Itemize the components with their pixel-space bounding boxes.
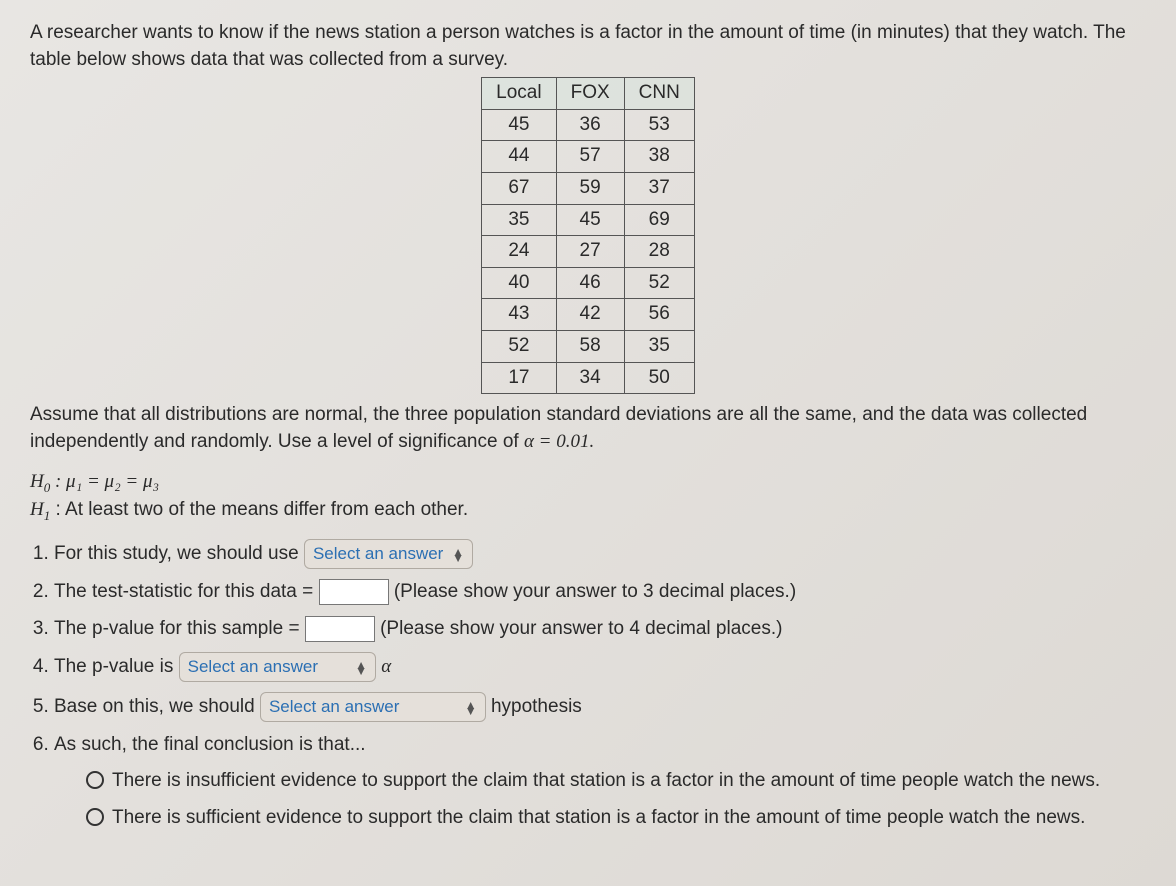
table-cell: 46	[556, 267, 624, 299]
table-cell: 35	[624, 330, 694, 362]
updown-icon: ▲▼	[355, 662, 367, 674]
question-list: For this study, we should use Select an …	[54, 539, 1146, 758]
q5-post: hypothesis	[491, 696, 582, 717]
col-header: FOX	[556, 78, 624, 110]
table-cell: 56	[624, 299, 694, 331]
table-row: 404652	[482, 267, 695, 299]
col-header: Local	[482, 78, 556, 110]
q2-input[interactable]	[319, 579, 389, 605]
radio-icon	[86, 771, 104, 789]
table-row: 445738	[482, 141, 695, 173]
table-cell: 69	[624, 204, 694, 236]
table-cell: 58	[556, 330, 624, 362]
table-cell: 43	[482, 299, 556, 331]
table-cell: 24	[482, 236, 556, 268]
table-cell: 27	[556, 236, 624, 268]
option-2-text: There is sufficient evidence to support …	[112, 805, 1146, 832]
q4: The p-value is Select an answer ▲▼ α	[54, 652, 1146, 682]
h1-body: : At least two of the means differ from …	[50, 499, 468, 520]
table-row: 242728	[482, 236, 695, 268]
table-cell: 34	[556, 362, 624, 394]
assumptions-text: Assume that all distributions are normal…	[30, 402, 1146, 455]
option-1[interactable]: There is insufficient evidence to suppor…	[86, 768, 1146, 795]
q2-pre: The test-statistic for this data =	[54, 581, 319, 602]
table-row: 675937	[482, 172, 695, 204]
q4-pre: The p-value is	[54, 656, 179, 677]
updown-icon: ▲▼	[452, 549, 464, 561]
q1: For this study, we should use Select an …	[54, 539, 1146, 569]
table-row: 525835	[482, 330, 695, 362]
q6: As such, the final conclusion is that...	[54, 732, 1146, 759]
table-cell: 42	[556, 299, 624, 331]
table-cell: 53	[624, 109, 694, 141]
table-cell: 67	[482, 172, 556, 204]
assume-alpha: α = 0.01.	[524, 431, 594, 452]
q4-select[interactable]: Select an answer ▲▼	[179, 652, 376, 682]
option-1-text: There is insufficient evidence to suppor…	[112, 768, 1146, 795]
table-cell: 35	[482, 204, 556, 236]
table-row: 173450	[482, 362, 695, 394]
table-cell: 36	[556, 109, 624, 141]
conclusion-options: There is insufficient evidence to suppor…	[86, 768, 1146, 831]
table-cell: 57	[556, 141, 624, 173]
q5-select-label: Select an answer	[269, 697, 399, 716]
table-cell: 40	[482, 267, 556, 299]
table-cell: 17	[482, 362, 556, 394]
table-cell: 37	[624, 172, 694, 204]
intro-text: A researcher wants to know if the news s…	[30, 20, 1146, 73]
q3: The p-value for this sample = (Please sh…	[54, 616, 1146, 643]
table-cell: 52	[624, 267, 694, 299]
table-cell: 45	[556, 204, 624, 236]
table-cell: 28	[624, 236, 694, 268]
table-cell: 50	[624, 362, 694, 394]
h0-label: H	[30, 471, 44, 492]
table-cell: 52	[482, 330, 556, 362]
data-table: Local FOX CNN 45365344573867593735456924…	[481, 77, 695, 394]
q4-post: α	[381, 656, 391, 677]
q5-pre: Base on this, we should	[54, 696, 260, 717]
q5: Base on this, we should Select an answer…	[54, 692, 1146, 722]
q4-select-label: Select an answer	[188, 657, 318, 676]
table-row: 453653	[482, 109, 695, 141]
col-header: CNN	[624, 78, 694, 110]
h1-label: H	[30, 499, 44, 520]
table-row: 354569	[482, 204, 695, 236]
table-cell: 38	[624, 141, 694, 173]
table-cell: 45	[482, 109, 556, 141]
q3-pre: The p-value for this sample =	[54, 618, 305, 639]
option-2[interactable]: There is sufficient evidence to support …	[86, 805, 1146, 832]
q5-select[interactable]: Select an answer ▲▼	[260, 692, 486, 722]
q1-select[interactable]: Select an answer ▲▼	[304, 539, 473, 569]
q3-input[interactable]	[305, 616, 375, 642]
updown-icon: ▲▼	[465, 702, 477, 714]
q1-select-label: Select an answer	[313, 544, 443, 563]
q1-pre: For this study, we should use	[54, 543, 304, 564]
q2-post: (Please show your answer to 3 decimal pl…	[394, 581, 796, 602]
table-row: 434256	[482, 299, 695, 331]
table-cell: 59	[556, 172, 624, 204]
hypotheses: H0 : μ₁ = μ₂ = μ₃ H1 : At least two of t…	[30, 469, 1146, 525]
table-cell: 44	[482, 141, 556, 173]
q3-post: (Please show your answer to 4 decimal pl…	[380, 618, 782, 639]
h0-body: : μ₁ = μ₂ = μ₃	[50, 471, 159, 492]
q2: The test-statistic for this data = (Plea…	[54, 579, 1146, 606]
radio-icon	[86, 808, 104, 826]
